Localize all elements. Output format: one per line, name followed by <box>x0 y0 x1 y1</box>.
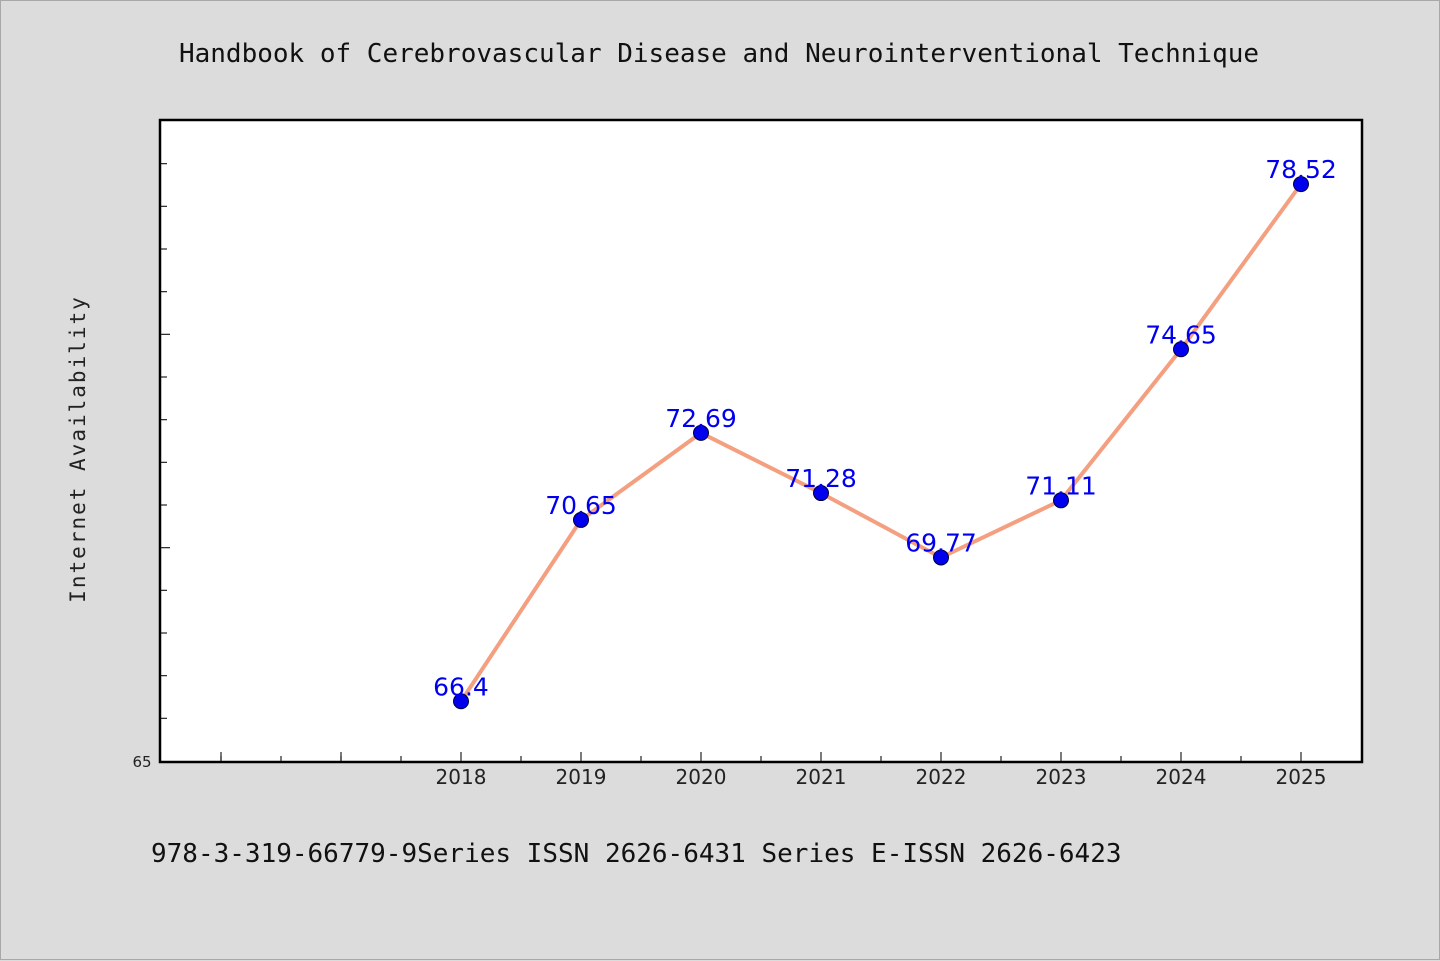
x-tick-label: 2024 <box>1156 765 1207 789</box>
x-tick-label: 2022 <box>916 765 967 789</box>
data-point <box>1173 341 1189 358</box>
data-label: 74.65 <box>1145 320 1217 349</box>
data-point <box>1053 492 1069 509</box>
plot-area <box>158 118 1364 764</box>
y-axis-min-label: 65 <box>132 753 151 771</box>
data-point <box>453 693 469 710</box>
data-label: 70.65 <box>545 491 617 520</box>
data-point <box>1293 176 1309 193</box>
x-tick-label: 2018 <box>436 765 487 789</box>
data-label: 69.77 <box>905 528 977 557</box>
x-tick-label: 2020 <box>676 765 727 789</box>
y-axis-ticks <box>161 163 170 719</box>
data-label: 71.28 <box>785 464 857 493</box>
x-axis-ticks <box>220 752 1302 761</box>
y-axis-label: Internet Availability <box>66 295 90 603</box>
data-labels: 66.4 70.65 72.69 71.28 69.77 71.11 74.65 78.52 <box>433 155 1337 701</box>
x-axis-tick-labels: 2018 2019 2020 2021 2022 2023 2024 2025 <box>436 765 1327 789</box>
data-label: 78.52 <box>1265 155 1337 184</box>
x-tick-label: 2025 <box>1276 765 1327 789</box>
x-tick-label: 2023 <box>1036 765 1087 789</box>
footer-isbn-issn: 978-3-319-66779-9Series ISSN 2626-6431 S… <box>151 839 1122 869</box>
data-label: 71.11 <box>1025 471 1097 500</box>
x-tick-label: 2021 <box>796 765 847 789</box>
x-tick-label: 2019 <box>556 765 607 789</box>
data-label: 72.69 <box>665 404 737 433</box>
data-point <box>573 511 589 528</box>
data-point <box>813 485 829 502</box>
data-point <box>693 424 709 441</box>
data-label: 66.4 <box>433 672 489 701</box>
data-markers <box>453 176 1309 710</box>
series-line <box>459 182 1303 703</box>
data-point <box>933 549 949 566</box>
chart-title: Handbook of Cerebrovascular Disease and … <box>179 39 1259 69</box>
